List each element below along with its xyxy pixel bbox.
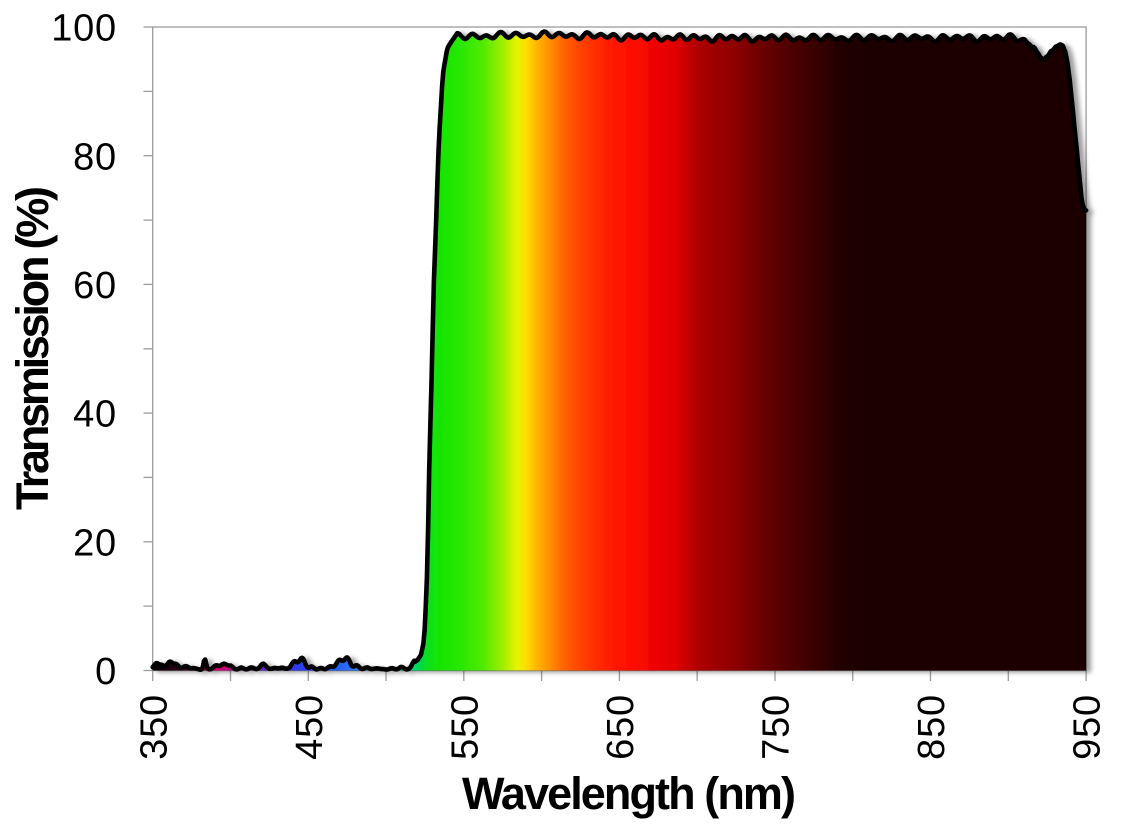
svg-text:Transmission (%): Transmission (%)	[7, 186, 58, 510]
svg-text:100: 100	[51, 8, 117, 50]
svg-text:950: 950	[1067, 694, 1109, 760]
svg-text:40: 40	[73, 394, 117, 436]
svg-text:60: 60	[73, 265, 117, 307]
svg-text:20: 20	[73, 522, 117, 564]
svg-text:80: 80	[73, 136, 117, 178]
svg-text:Wavelength (nm): Wavelength (nm)	[462, 768, 796, 819]
svg-text:0: 0	[95, 651, 117, 693]
svg-text:750: 750	[756, 694, 798, 760]
svg-text:550: 550	[444, 694, 486, 760]
svg-text:450: 450	[289, 694, 331, 760]
svg-text:350: 350	[133, 694, 175, 760]
svg-text:850: 850	[911, 694, 953, 760]
svg-text:650: 650	[600, 694, 642, 760]
